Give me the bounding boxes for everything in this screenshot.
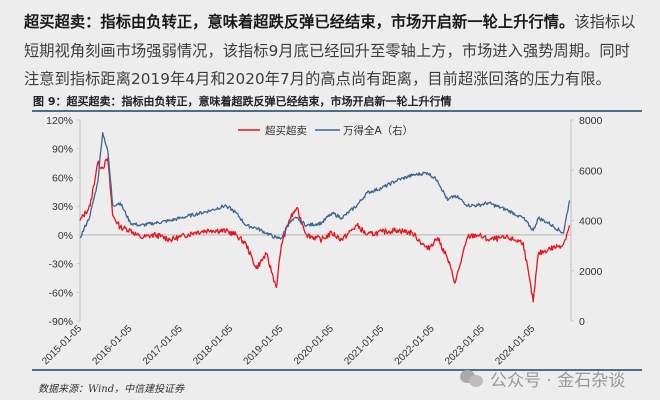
left-tick-label: -60%: [48, 287, 73, 299]
right-tick-label: 8000: [579, 115, 603, 127]
x-tick-label: 2020-01-05: [292, 323, 336, 367]
bottom-rule: [32, 369, 642, 371]
right-tick-label: 2000: [579, 266, 603, 278]
paragraph-lead: 超买超卖：指标由负转正，意味着超跌反弹已经结束，市场开启新一轮上升行情。: [24, 13, 575, 31]
left-tick-label: 90%: [52, 144, 73, 156]
figure-title: 图 9：超买超卖：指标由负转正，意味着超跌反弹已经结束，市场开启新一轮上升行情: [33, 95, 452, 108]
left-tick-label: 60%: [52, 172, 73, 184]
x-tick-label: 2023-01-05: [443, 323, 487, 367]
x-tick-label: 2017-01-05: [141, 323, 185, 367]
x-tick-label: 2024-01-05: [493, 323, 537, 367]
left-tick-label: 30%: [52, 201, 73, 213]
right-tick-label: 0: [579, 316, 585, 328]
left-tick-label: 0%: [58, 230, 73, 242]
wechat-icon: [460, 369, 484, 388]
x-tick-label: 2019-01-05: [242, 323, 286, 367]
left-tick-label: 120%: [46, 115, 73, 127]
top-rule: [32, 110, 642, 112]
right-tick-label: 4000: [579, 216, 603, 228]
right-tick-label: 6000: [579, 165, 603, 177]
series-lines: [79, 131, 571, 303]
legend: 超买超卖 万得全A（右）: [238, 124, 413, 137]
x-tick-label: 2022-01-05: [393, 323, 437, 367]
series-wind-all-a: [79, 131, 571, 240]
legend-label-blue: 万得全A（右）: [343, 124, 413, 137]
legend-label-red: 超买超卖: [265, 124, 307, 137]
x-tick-label: 2016-01-05: [91, 323, 135, 367]
x-tick-label: 2021-01-05: [342, 323, 386, 367]
series-overbought-oversold: [79, 157, 571, 303]
x-tick-label: 2018-01-05: [191, 323, 235, 367]
data-source: 数据来源：Wind，中信建投证券: [38, 384, 185, 395]
left-tick-label: -90%: [48, 316, 73, 328]
watermark-text: 公众号 · 金石杂谈: [490, 371, 626, 391]
watermark: 公众号 · 金石杂谈: [460, 366, 625, 391]
x-tick-label: 2015-01-05: [40, 323, 84, 367]
intro-paragraph: 超买超卖：指标由负转正，意味着超跌反弹已经结束，市场开启新一轮上升行情。该指标以…: [24, 8, 644, 94]
paragraph-body: 该指标以短期视角刻画市场强弱情况，该指标9月底已经回升至零轴上方，市场进入强势周…: [24, 13, 636, 88]
left-tick-label: -30%: [48, 259, 73, 271]
